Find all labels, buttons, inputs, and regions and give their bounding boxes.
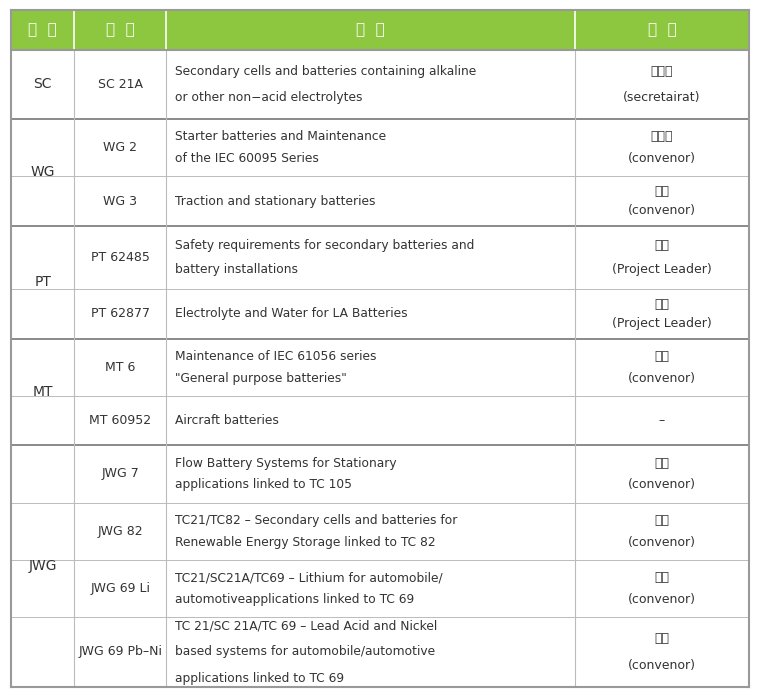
Text: JWG 7: JWG 7 [101,468,139,480]
Text: 일본: 일본 [654,632,670,645]
Text: battery installations: battery installations [175,263,298,276]
Text: Starter batteries and Maintenance: Starter batteries and Maintenance [175,130,386,144]
Text: Safety requirements for secondary batteries and: Safety requirements for secondary batter… [175,239,474,252]
Text: (convenor): (convenor) [628,659,696,671]
Text: (secretairat): (secretairat) [623,91,701,104]
Text: Aircraft batteries: Aircraft batteries [175,414,279,427]
Text: "General purpose batteries": "General purpose batteries" [175,372,347,385]
Text: Flow Battery Systems for Stationary: Flow Battery Systems for Stationary [175,457,397,470]
Text: TC 21/SC 21A/TC 69 – Lead Acid and Nickel: TC 21/SC 21A/TC 69 – Lead Acid and Nicke… [175,619,437,632]
Text: TC21/TC82 – Secondary cells and batteries for: TC21/TC82 – Secondary cells and batterie… [175,514,458,527]
Text: 독일: 독일 [654,239,670,252]
Text: JWG 82: JWG 82 [97,525,143,538]
Text: of the IEC 60095 Series: of the IEC 60095 Series [175,152,319,165]
Text: PT 62877: PT 62877 [90,307,150,321]
Text: 프랑스: 프랑스 [651,130,673,144]
Text: Traction and stationary batteries: Traction and stationary batteries [175,194,375,208]
Text: SC 21A: SC 21A [97,78,143,91]
Text: 구  분: 구 분 [28,22,57,38]
Text: applications linked to TC 105: applications linked to TC 105 [175,478,352,491]
Text: or other non−acid electrolytes: or other non−acid electrolytes [175,91,363,104]
Text: WG 2: WG 2 [103,141,137,154]
Text: PT 62485: PT 62485 [90,251,150,264]
Text: JWG: JWG [28,559,57,573]
Text: automotiveapplications linked to TC 69: automotiveapplications linked to TC 69 [175,593,414,606]
Text: JWG 69 Li: JWG 69 Li [90,582,150,595]
Text: Secondary cells and batteries containing alkaline: Secondary cells and batteries containing… [175,65,477,77]
Text: WG: WG [30,165,55,179]
Text: –: – [659,414,665,427]
Text: based systems for automobile/automotive: based systems for automobile/automotive [175,645,435,659]
Text: (convenor): (convenor) [628,535,696,549]
Text: SC: SC [33,77,52,91]
Text: Maintenance of IEC 61056 series: Maintenance of IEC 61056 series [175,350,376,363]
Text: WG 3: WG 3 [103,194,137,208]
Text: (Project Leader): (Project Leader) [612,263,712,276]
Bar [11,10,749,49]
Text: JWG 69 Pb–Ni: JWG 69 Pb–Ni [78,645,162,659]
Text: 독일: 독일 [654,298,670,311]
Text: (convenor): (convenor) [628,204,696,217]
Text: PT: PT [34,275,51,289]
Text: MT 6: MT 6 [105,361,135,374]
Text: 일본: 일본 [654,571,670,584]
Text: 중국: 중국 [654,514,670,527]
Text: 비  고: 비 고 [648,22,676,38]
Text: 제  목: 제 목 [356,22,385,38]
Text: applications linked to TC 69: applications linked to TC 69 [175,672,344,684]
Text: TC21/SC21A/TC69 – Lithium for automobile/: TC21/SC21A/TC69 – Lithium for automobile… [175,571,442,584]
Text: Electrolyte and Water for LA Batteries: Electrolyte and Water for LA Batteries [175,307,407,321]
Text: MT 60952: MT 60952 [89,414,151,427]
Text: (convenor): (convenor) [628,593,696,606]
Text: 일본: 일본 [654,350,670,363]
Text: Renewable Energy Storage linked to TC 82: Renewable Energy Storage linked to TC 82 [175,535,435,549]
Text: 명  칭: 명 칭 [106,22,135,38]
Text: 일본: 일본 [654,457,670,470]
Text: (Project Leader): (Project Leader) [612,316,712,330]
Text: (convenor): (convenor) [628,152,696,165]
Text: (convenor): (convenor) [628,372,696,385]
Text: MT: MT [33,385,53,399]
Text: 중국: 중국 [654,185,670,198]
Text: 프랑스: 프랑스 [651,65,673,77]
Text: (convenor): (convenor) [628,478,696,491]
